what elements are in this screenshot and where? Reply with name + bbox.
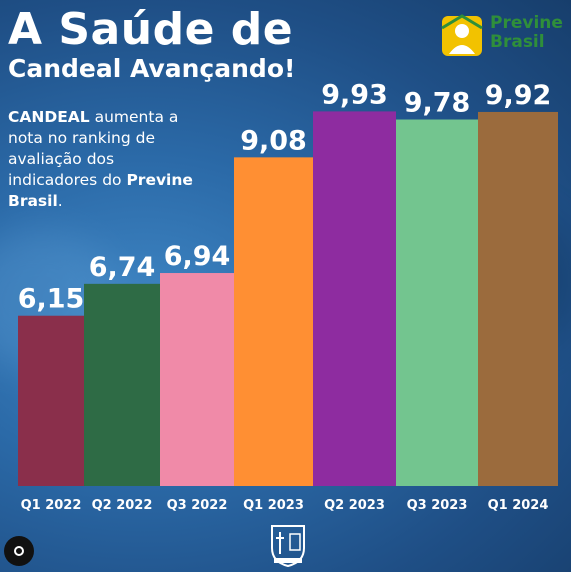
- bar-q2-2022: [84, 283, 160, 486]
- previne-brasil-logo-icon: [441, 14, 483, 56]
- bar-value-label: 6,94: [164, 241, 231, 272]
- headline-subtitle: Candeal Avançando!: [8, 54, 296, 83]
- x-tick-label: Q1 2023: [243, 498, 304, 513]
- bar-q3-2022: [160, 273, 234, 486]
- logo-line-previne: Previne: [490, 13, 563, 33]
- x-tick-label: Q2 2022: [92, 498, 153, 513]
- bar-value-label: 9,92: [485, 80, 552, 111]
- description-body: aumenta a nota no ranking de avaliação d…: [8, 108, 179, 189]
- municipal-crest-icon: [271, 525, 305, 568]
- x-tick-label: Q2 2023: [324, 498, 385, 513]
- bar-q3-2023: [396, 119, 478, 486]
- bar-q1-2024: [478, 111, 558, 486]
- x-tick-label: Q3 2023: [407, 498, 468, 513]
- logo-text: Previne Brasil: [490, 14, 563, 52]
- bar-q2-2023: [313, 111, 396, 487]
- x-tick-label: Q3 2022: [167, 498, 228, 513]
- description-text: CANDEAL aumenta a nota no ranking de ava…: [8, 107, 193, 212]
- x-tick-label: Q1 2024: [488, 498, 549, 513]
- headline-title: A Saúde de: [8, 4, 294, 55]
- description-end: .: [57, 192, 63, 210]
- bar-value-label: 9,08: [240, 125, 307, 156]
- bar-q1-2022: [18, 315, 84, 486]
- description-strong-candeal: CANDEAL: [8, 108, 90, 126]
- bar-value-label: 6,15: [18, 284, 85, 315]
- description-strong-previne: Previne Brasil: [8, 171, 193, 210]
- bar-value-label: 9,78: [404, 88, 471, 119]
- bar-value-label: 9,93: [321, 79, 388, 110]
- x-tick-label: Q1 2022: [21, 498, 82, 513]
- bar-value-label: 6,74: [89, 252, 156, 283]
- logo-line-brasil: Brasil: [490, 32, 545, 52]
- instagram-profile-button-icon[interactable]: [4, 536, 34, 566]
- bar-q1-2023: [234, 157, 313, 486]
